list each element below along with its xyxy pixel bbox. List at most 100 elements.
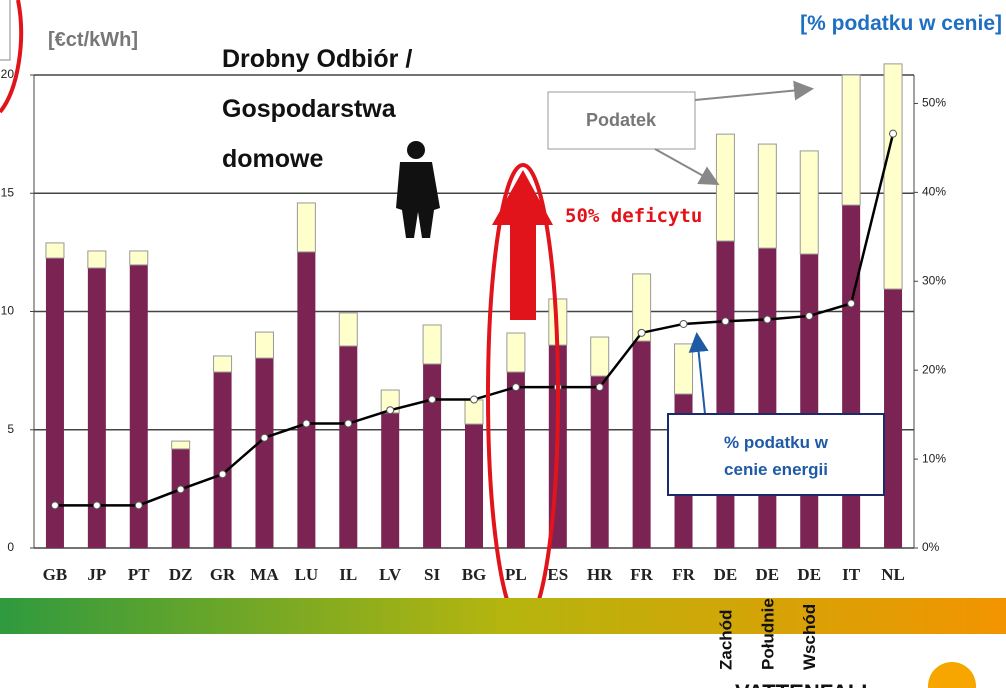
x-tick-label: GB — [43, 565, 68, 584]
bar-segment — [381, 413, 399, 548]
bar-segment — [758, 248, 776, 548]
line-marker — [51, 502, 58, 509]
region-label: Południe — [758, 598, 777, 670]
x-tick-label: BG — [462, 565, 487, 584]
color-band — [0, 598, 1006, 634]
unit-right: [% podatku w cenie] — [800, 12, 1002, 35]
y-tick-label: 15 — [1, 185, 15, 199]
line-marker — [512, 384, 519, 391]
bar-segment — [716, 134, 734, 241]
bar-segment — [800, 151, 818, 254]
share-callout: % podatku w — [724, 433, 829, 452]
deficit-label: 50% deficytu — [565, 205, 702, 227]
x-tick-label: LU — [295, 565, 319, 584]
x-tick-label: FR — [672, 565, 695, 584]
bar-segment — [88, 251, 106, 268]
line-marker — [219, 471, 226, 478]
line-marker — [471, 396, 478, 403]
bar-segment — [46, 243, 64, 258]
callout-box — [668, 414, 884, 495]
x-tick-label: FR — [630, 565, 653, 584]
bar-segment — [297, 203, 315, 252]
x-tick-label: PL — [505, 565, 527, 584]
unit-left: [€ct/kWh] — [48, 29, 138, 51]
bar-segment — [591, 376, 609, 548]
line-marker — [596, 384, 603, 391]
callout-arrow — [697, 336, 705, 414]
bar-segment — [172, 449, 190, 548]
y2-tick-label: 30% — [922, 273, 946, 287]
x-tick-label: HR — [587, 565, 613, 584]
bar-segment — [423, 364, 441, 548]
line-marker — [135, 502, 142, 509]
y-tick-label: 5 — [7, 422, 14, 436]
callout-arrow — [695, 89, 810, 100]
bar-segment — [591, 337, 609, 376]
region-label: Zachód — [716, 610, 735, 670]
red-arc — [0, 0, 21, 112]
line-marker — [93, 502, 100, 509]
bar-segment — [214, 356, 232, 372]
y2-tick-label: 10% — [922, 451, 946, 465]
bar-segment — [339, 346, 357, 548]
share-callout: cenie energii — [724, 460, 828, 479]
line-marker — [638, 329, 645, 336]
headline: domowe — [222, 145, 323, 173]
line-marker — [177, 486, 184, 493]
bar-segment — [423, 325, 441, 364]
bar-segment — [339, 313, 357, 346]
tax-callout: Podatek — [586, 110, 657, 130]
bar-segment — [884, 289, 902, 548]
bar-segment — [172, 441, 190, 449]
bar-segment — [633, 341, 651, 548]
x-tick-label: DZ — [169, 565, 193, 584]
line-marker — [722, 318, 729, 325]
logo-text: VATTENFALL — [735, 680, 875, 688]
bar-segment — [465, 400, 483, 424]
line-marker — [261, 434, 268, 441]
x-tick-label: IL — [339, 565, 357, 584]
line-marker — [764, 316, 771, 323]
bar-segment — [130, 251, 148, 265]
bar-segment — [255, 332, 273, 358]
line-marker — [303, 420, 310, 427]
y-tick-label: 0 — [7, 540, 14, 554]
x-tick-label: LV — [379, 565, 402, 584]
y2-tick-label: 50% — [922, 96, 946, 110]
y-tick-label: 20 — [1, 67, 15, 81]
bar-segment — [465, 424, 483, 548]
y2-tick-label: 20% — [922, 362, 946, 376]
bar-segment — [297, 252, 315, 548]
y-tick-label: 10 — [1, 304, 15, 318]
bar-segment — [675, 344, 693, 394]
line-marker — [387, 407, 394, 414]
line-marker — [345, 420, 352, 427]
line-marker — [848, 300, 855, 307]
bar-segment — [758, 144, 776, 248]
bar-segment — [716, 241, 734, 548]
line-marker — [429, 396, 436, 403]
region-label: Wschód — [800, 604, 819, 670]
x-tick-label: GR — [210, 565, 236, 584]
bar-segment — [507, 333, 525, 372]
bar-segment — [507, 372, 525, 548]
y2-tick-label: 0% — [922, 540, 940, 554]
line-marker — [890, 130, 897, 137]
x-tick-label: DE — [756, 565, 780, 584]
person-icon — [396, 141, 440, 238]
x-tick-label: MA — [250, 565, 279, 584]
x-tick-label: JP — [87, 565, 106, 584]
x-tick-label: PT — [128, 565, 150, 584]
x-tick-label: IT — [842, 565, 861, 584]
x-tick-label: SI — [424, 565, 440, 584]
cropped-box — [0, 0, 10, 60]
x-tick-label: NL — [881, 565, 905, 584]
x-tick-label: DE — [714, 565, 738, 584]
line-marker — [806, 312, 813, 319]
callout-arrow — [655, 149, 716, 183]
headline: Gospodarstwa — [222, 95, 397, 123]
bar-segment — [842, 75, 860, 205]
headline: Drobny Odbiór / — [222, 45, 412, 73]
bar-segment — [884, 64, 902, 289]
x-tick-label: ES — [547, 565, 568, 584]
